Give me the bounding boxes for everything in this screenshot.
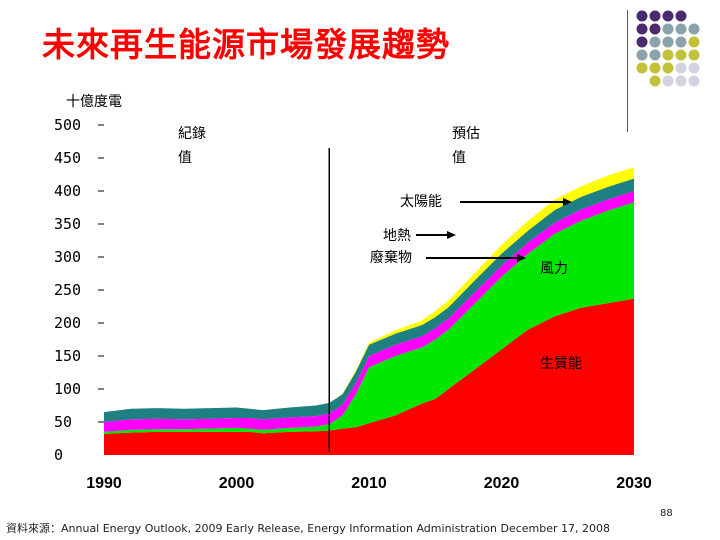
y-axis-label: 十億度電 bbox=[66, 94, 122, 110]
area-series-4 bbox=[104, 167, 634, 413]
y-tick-label: 0 bbox=[54, 446, 63, 464]
y-tick-label: 250 bbox=[54, 281, 81, 299]
area-series-3 bbox=[104, 178, 634, 422]
page-number: 88 bbox=[660, 508, 673, 519]
arrow-geothermal-head bbox=[447, 231, 456, 239]
y-tick-label: 300 bbox=[54, 248, 81, 266]
arrow-waste-head bbox=[517, 254, 526, 262]
area-series-group bbox=[104, 167, 634, 455]
y-axis: 0 50 100 150 200 250 300 350 400 450 500 bbox=[54, 116, 104, 464]
projected-label-line2: 值 bbox=[452, 150, 466, 166]
page-title: 未來再生能源市場發展趨勢 bbox=[42, 25, 450, 64]
y-tick-label: 450 bbox=[54, 149, 81, 167]
y-tick-label: 200 bbox=[54, 314, 81, 332]
source-citation: 資料來源：Annual Energy Outlook, 2009 Early R… bbox=[6, 522, 610, 535]
area-series-2 bbox=[104, 191, 634, 432]
area-series-0 bbox=[104, 298, 634, 455]
legend-wind: 風力 bbox=[540, 261, 568, 277]
decor-divider bbox=[627, 10, 628, 132]
x-tick-label: 2010 bbox=[351, 475, 387, 492]
x-tick-label: 2020 bbox=[484, 475, 520, 492]
legend-waste: 廢棄物 bbox=[370, 249, 412, 266]
x-tick-label: 2030 bbox=[616, 475, 652, 492]
historical-label-line1: 紀錄 bbox=[178, 126, 206, 142]
y-tick-label: 50 bbox=[54, 413, 72, 431]
historical-label-line2: 值 bbox=[178, 150, 192, 166]
y-tick-label: 150 bbox=[54, 347, 81, 365]
legend-solar: 太陽能 bbox=[400, 194, 442, 210]
x-tick-label: 1990 bbox=[86, 475, 122, 492]
projected-label-line1: 預估 bbox=[452, 126, 480, 142]
y-tick-label: 400 bbox=[54, 182, 81, 200]
y-tick-label: 100 bbox=[54, 380, 81, 398]
legend-biomass: 生質能 bbox=[540, 356, 582, 372]
x-axis: 1990 2000 2010 2020 2030 bbox=[86, 475, 652, 492]
legend-geothermal: 地熱 bbox=[383, 228, 411, 244]
decor-dots bbox=[636, 10, 700, 87]
arrow-solar-head bbox=[563, 198, 572, 206]
area-series-1 bbox=[104, 202, 634, 434]
y-tick-label: 350 bbox=[54, 215, 81, 233]
y-tick-label: 500 bbox=[54, 116, 81, 134]
x-tick-label: 2000 bbox=[219, 475, 255, 492]
